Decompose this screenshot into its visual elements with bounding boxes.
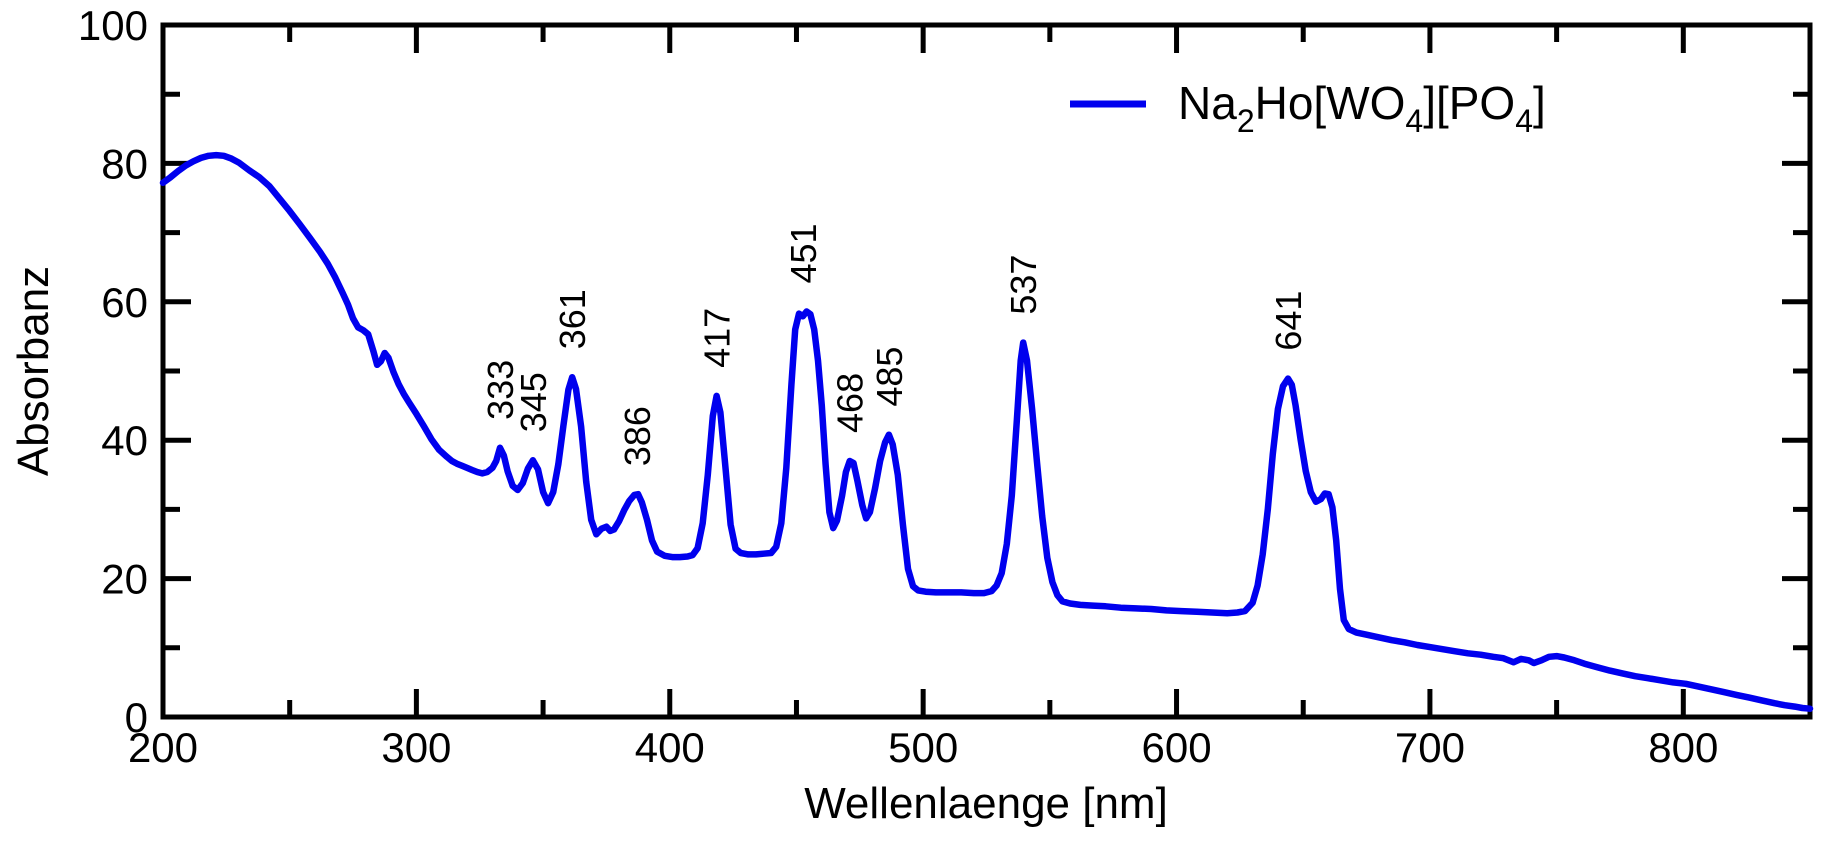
svg-text:200: 200 [128, 724, 198, 771]
plot-frame [160, 22, 1813, 720]
svg-text:700: 700 [1395, 724, 1465, 771]
svg-text:800: 800 [1648, 724, 1718, 771]
y-axis-tick-labels: 0 20 40 60 80 100 [78, 2, 148, 741]
svg-text:468: 468 [830, 373, 871, 433]
svg-text:386: 386 [617, 406, 658, 466]
svg-text:361: 361 [552, 289, 593, 349]
svg-text:641: 641 [1268, 291, 1309, 351]
svg-text:100: 100 [78, 2, 148, 49]
legend: Na2Ho[WO4][PO4] [1070, 77, 1546, 139]
svg-text:300: 300 [381, 724, 451, 771]
svg-text:60: 60 [101, 279, 148, 326]
legend-series-label: Na2Ho[WO4][PO4] [1178, 77, 1546, 139]
svg-text:537: 537 [1003, 255, 1044, 315]
svg-text:417: 417 [697, 308, 738, 368]
svg-text:20: 20 [101, 556, 148, 603]
svg-text:40: 40 [101, 417, 148, 464]
svg-text:0: 0 [125, 694, 148, 741]
axis-ticks [160, 22, 1810, 720]
spectrum-curve [159, 151, 1814, 712]
svg-text:500: 500 [888, 724, 958, 771]
svg-text:400: 400 [635, 724, 705, 771]
svg-text:600: 600 [1141, 724, 1211, 771]
x-axis-tick-labels: 200 300 400 500 600 700 800 [128, 724, 1718, 771]
x-axis-title: Wellenlaenge [nm] [804, 779, 1168, 828]
svg-text:80: 80 [101, 140, 148, 187]
y-axis-title: Absorbanz [9, 266, 58, 476]
svg-text:333: 333 [480, 360, 521, 420]
svg-text:451: 451 [783, 223, 824, 283]
svg-text:485: 485 [869, 347, 910, 407]
svg-text:345: 345 [513, 372, 554, 432]
